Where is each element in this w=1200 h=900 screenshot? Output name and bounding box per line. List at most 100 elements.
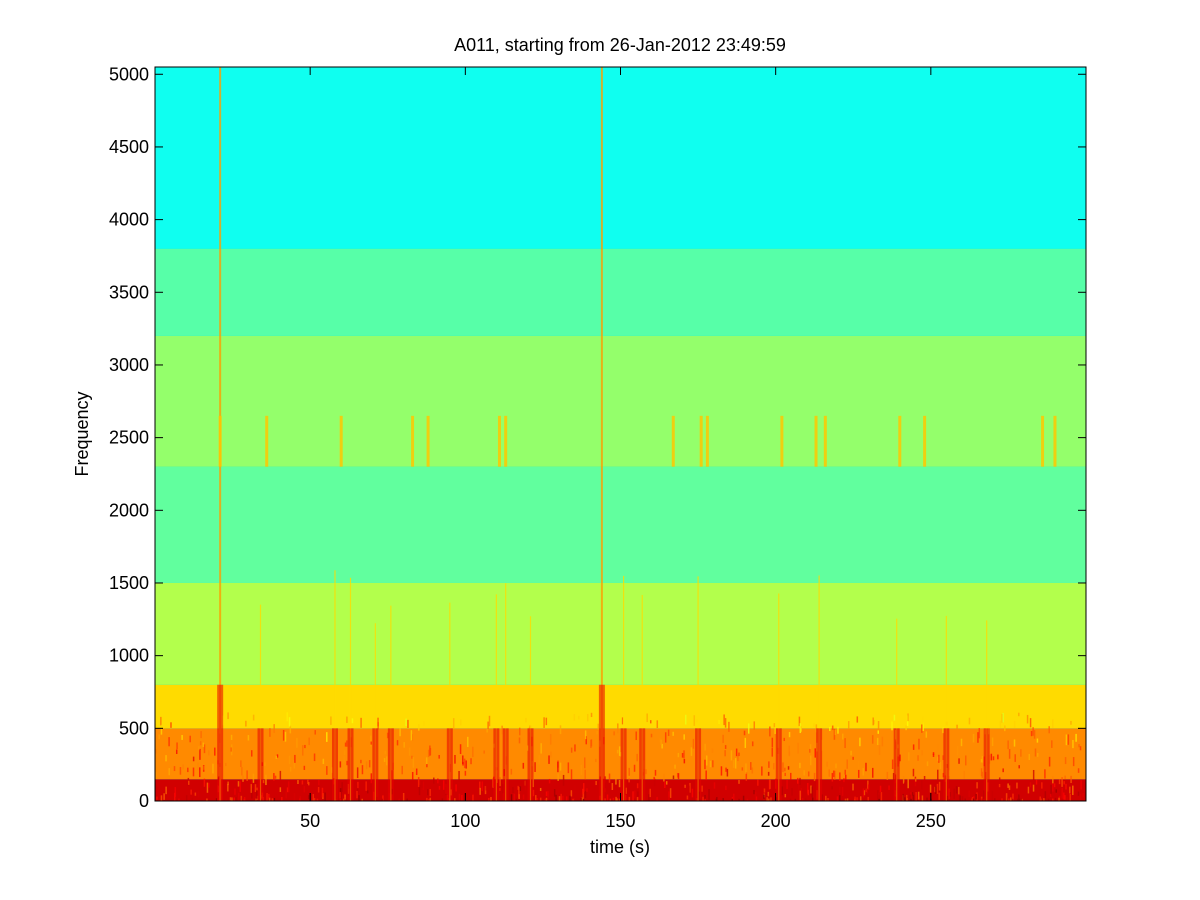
noise-speck [234, 788, 236, 795]
noise-speck [415, 768, 418, 775]
noise-speck [871, 767, 874, 778]
noise-speck [275, 755, 278, 759]
noise-speck [189, 735, 191, 743]
noise-speck [742, 795, 745, 801]
noise-speck [203, 744, 206, 754]
noise-speck [972, 733, 975, 743]
noise-speck [486, 728, 488, 733]
noise-speck [604, 788, 606, 793]
broadband-event-base [331, 728, 338, 801]
noise-speck [1052, 783, 1054, 792]
noise-speck [302, 745, 304, 756]
noise-speck [618, 798, 621, 801]
noise-speck [912, 794, 915, 801]
noise-speck [649, 720, 652, 724]
noise-speck [438, 754, 440, 759]
y-axis-label: Frequency [72, 391, 92, 476]
noise-speck [206, 782, 209, 793]
noise-speck [606, 794, 609, 801]
noise-speck [684, 784, 686, 788]
tonal-burst [1053, 415, 1057, 467]
noise-speck [268, 797, 271, 801]
noise-speck [803, 770, 805, 776]
noise-speck [728, 721, 730, 732]
noise-speck [356, 790, 358, 799]
noise-speck [590, 739, 592, 749]
noise-speck [1005, 793, 1008, 801]
noise-speck [744, 737, 747, 748]
noise-speck [767, 791, 770, 797]
noise-speck [917, 755, 919, 761]
noise-speck [174, 787, 177, 797]
noise-speck [282, 729, 285, 741]
noise-speck [203, 765, 205, 770]
noise-speck [766, 797, 768, 801]
noise-speck [891, 759, 894, 770]
noise-speck [926, 761, 929, 767]
noise-speck [459, 719, 462, 726]
noise-speck [1041, 782, 1043, 789]
noise-speck [831, 772, 834, 782]
noise-speck [799, 790, 802, 801]
noise-speck [720, 766, 723, 776]
noise-speck [964, 798, 966, 801]
noise-speck [965, 755, 967, 766]
noise-speck [358, 795, 360, 801]
noise-speck [692, 738, 695, 749]
noise-speck [472, 746, 474, 758]
noise-speck [518, 727, 521, 736]
noise-speck [738, 752, 740, 757]
noise-speck [992, 756, 995, 761]
noise-speck [247, 735, 250, 741]
noise-speck [524, 780, 527, 791]
noise-speck [935, 786, 937, 794]
x-tick-label: 250 [916, 811, 946, 831]
noise-speck [425, 757, 428, 765]
noise-speck [636, 783, 639, 789]
x-tick-label: 50 [300, 811, 320, 831]
noise-speck [288, 755, 291, 765]
noise-speck [839, 772, 841, 781]
noise-speck [266, 793, 268, 801]
noise-speck [548, 755, 550, 764]
tonal-burst [705, 415, 709, 467]
noise-speck [194, 792, 197, 796]
noise-speck [1028, 753, 1031, 761]
noise-speck [289, 725, 292, 734]
noise-speck [923, 775, 926, 781]
noise-speck [539, 787, 542, 792]
noise-speck [881, 736, 884, 747]
noise-speck [910, 798, 912, 801]
noise-speck [557, 761, 559, 773]
noise-speck [618, 779, 621, 788]
noise-speck [540, 743, 542, 754]
noise-speck [929, 784, 932, 793]
noise-speck [653, 778, 656, 787]
noise-speck [1002, 712, 1004, 723]
noise-speck [726, 768, 729, 777]
noise-speck [704, 798, 706, 801]
noise-speck [1044, 769, 1046, 779]
noise-speck [659, 737, 661, 743]
noise-speck [301, 780, 304, 785]
noise-speck [1050, 784, 1052, 796]
frequency-band [155, 248, 1086, 336]
noise-speck [264, 762, 266, 766]
noise-speck [287, 781, 290, 793]
noise-speck [782, 762, 784, 773]
noise-speck [908, 752, 910, 761]
noise-speck [937, 769, 939, 781]
noise-speck [774, 727, 777, 735]
noise-speck [809, 744, 812, 750]
noise-speck [307, 795, 310, 800]
noise-speck [702, 796, 704, 801]
noise-speck [741, 767, 744, 771]
noise-speck [299, 796, 301, 801]
noise-speck [339, 761, 342, 768]
noise-speck [918, 738, 920, 750]
noise-speck [421, 780, 423, 788]
noise-speck [650, 733, 653, 738]
noise-speck [445, 783, 447, 794]
noise-speck [467, 736, 469, 748]
noise-speck [584, 769, 586, 780]
